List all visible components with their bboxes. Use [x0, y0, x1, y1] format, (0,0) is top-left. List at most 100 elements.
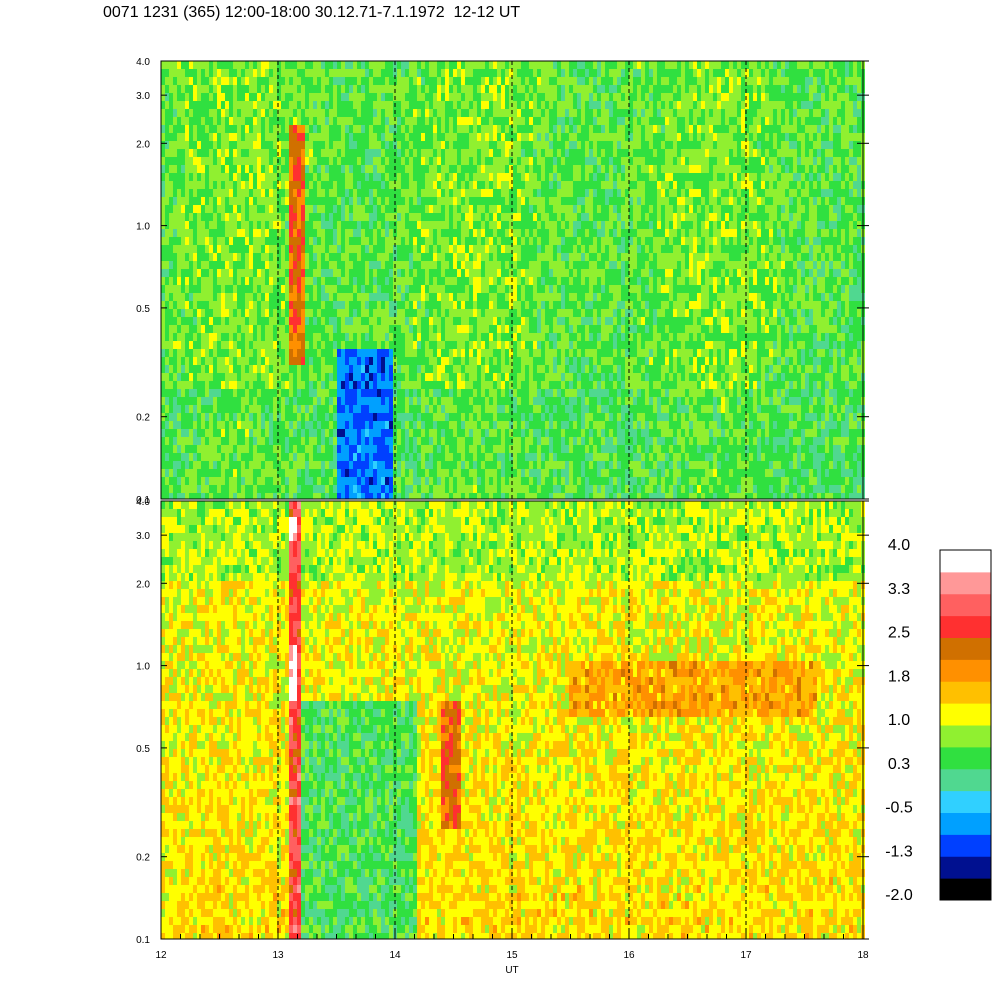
heatmap-cell [261, 109, 265, 117]
heatmap-cell [481, 485, 485, 493]
heatmap-cell [477, 253, 481, 261]
heatmap-cell [425, 413, 429, 421]
heatmap-cell [217, 173, 221, 181]
heatmap-cell [461, 189, 465, 197]
heatmap-cell [405, 341, 409, 349]
heatmap-cell [425, 445, 429, 453]
heatmap-cell [209, 133, 213, 141]
heatmap-cell [221, 261, 225, 269]
heatmap-cell [509, 269, 513, 277]
heatmap-cell [209, 165, 213, 173]
heatmap-cell [209, 357, 213, 365]
heatmap-cell [369, 93, 373, 101]
heatmap-cell [261, 165, 265, 173]
heatmap-cell [417, 109, 421, 117]
heatmap-cell [501, 317, 505, 325]
heatmap-cell [517, 221, 521, 229]
heatmap-cell [241, 469, 245, 477]
heatmap-cell [417, 309, 421, 317]
heatmap-cell [345, 357, 349, 365]
heatmap-cell [517, 485, 521, 493]
heatmap-cell [457, 325, 461, 333]
heatmap-cell [233, 389, 237, 397]
heatmap-cell [337, 77, 341, 85]
heatmap-cell [365, 165, 369, 173]
heatmap-cell [361, 229, 365, 237]
heatmap-cell [273, 173, 277, 181]
heatmap-cell [445, 453, 449, 461]
heatmap-cell [449, 269, 453, 277]
heatmap-cell [321, 261, 325, 269]
heatmap-cell [293, 485, 297, 493]
heatmap-cell [193, 69, 197, 77]
heatmap-cell [413, 341, 417, 349]
heatmap-cell [461, 213, 465, 221]
heatmap-cell [509, 117, 513, 125]
heatmap-cell [437, 245, 441, 253]
heatmap-cell [217, 397, 221, 405]
heatmap-cell [357, 189, 361, 197]
heatmap-cell [321, 109, 325, 117]
heatmap-cell [297, 309, 301, 317]
heatmap-cell [521, 325, 525, 333]
heatmap-cell [493, 477, 497, 485]
heatmap-cell [185, 205, 189, 213]
heatmap-cell [425, 261, 429, 269]
heatmap-cell [233, 117, 237, 125]
heatmap-cell [449, 149, 453, 157]
heatmap-cell [505, 485, 509, 493]
heatmap-cell [225, 397, 229, 405]
heatmap-cell [441, 357, 445, 365]
heatmap-cell [245, 325, 249, 333]
heatmap-cell [257, 373, 261, 381]
heatmap-cell [461, 269, 465, 277]
heatmap-cell [381, 77, 385, 85]
heatmap-cell [373, 61, 377, 69]
heatmap-cell [185, 317, 189, 325]
heatmap-cell [189, 101, 193, 109]
heatmap-cell [433, 413, 437, 421]
heatmap-cell [245, 445, 249, 453]
heatmap-cell [401, 357, 405, 365]
heatmap-cell [377, 125, 381, 133]
heatmap-cell [521, 245, 525, 253]
heatmap-cell [433, 373, 437, 381]
heatmap-cell [297, 317, 301, 325]
heatmap-cell [437, 277, 441, 285]
heatmap-cell [225, 461, 229, 469]
heatmap-cell [469, 197, 473, 205]
heatmap-cell [381, 141, 385, 149]
heatmap-cell [277, 189, 281, 197]
heatmap-cell [181, 421, 185, 429]
heatmap-cell [433, 205, 437, 213]
heatmap-cell [449, 117, 453, 125]
heatmap-cell [357, 117, 361, 125]
heatmap-cell [413, 405, 417, 413]
heatmap-cell [309, 61, 313, 69]
heatmap-cell [201, 293, 205, 301]
heatmap-cell [177, 253, 181, 261]
heatmap-cell [385, 101, 389, 109]
heatmap-cell [433, 325, 437, 333]
heatmap-cell [181, 253, 185, 261]
heatmap-cell [353, 373, 357, 381]
heatmap-cell [461, 69, 465, 77]
heatmap-cell [297, 469, 301, 477]
heatmap-cell [249, 421, 253, 429]
heatmap-cell [465, 453, 469, 461]
heatmap-cell [349, 397, 353, 405]
heatmap-cell [289, 373, 293, 381]
heatmap-cell [293, 213, 297, 221]
heatmap-cell [201, 109, 205, 117]
heatmap-cell [313, 101, 317, 109]
heatmap-cell [469, 229, 473, 237]
heatmap-cell [441, 397, 445, 405]
heatmap-cell [253, 117, 257, 125]
heatmap-cell [309, 317, 313, 325]
heatmap-cell [305, 77, 309, 85]
heatmap-cell [221, 293, 225, 301]
heatmap-cell [385, 237, 389, 245]
heatmap-cell [381, 349, 385, 357]
heatmap-cell [265, 85, 269, 93]
